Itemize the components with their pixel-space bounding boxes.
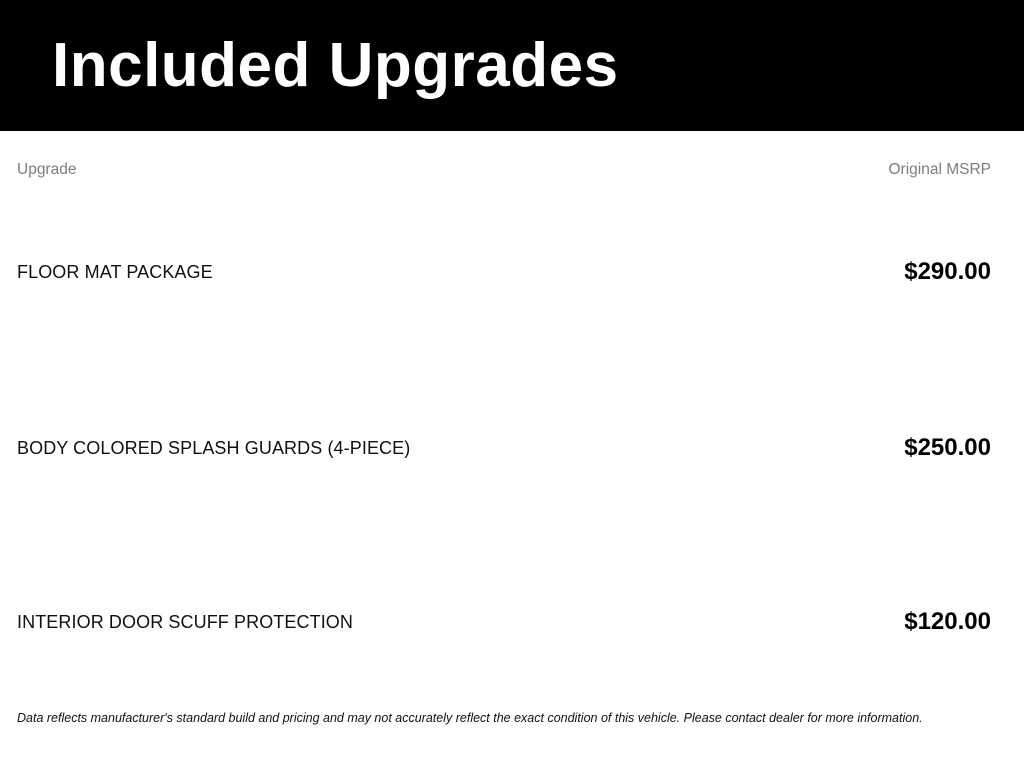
upgrade-price: $290.00 bbox=[904, 258, 991, 285]
upgrade-price: $120.00 bbox=[904, 608, 991, 635]
header-bar: Included Upgrades bbox=[0, 0, 1024, 131]
table-row: FLOOR MAT PACKAGE $290.00 bbox=[17, 258, 991, 286]
column-header-original-msrp: Original MSRP bbox=[888, 161, 992, 178]
upgrade-name: FLOOR MAT PACKAGE bbox=[17, 261, 213, 282]
page-title: Included Upgrades bbox=[52, 30, 619, 100]
table-row: BODY COLORED SPLASH GUARDS (4-PIECE) $25… bbox=[17, 434, 991, 462]
upgrade-name: BODY COLORED SPLASH GUARDS (4-PIECE) bbox=[17, 437, 411, 458]
disclaimer-text: Data reflects manufacturer's standard bu… bbox=[17, 711, 923, 725]
upgrade-name: INTERIOR DOOR SCUFF PROTECTION bbox=[17, 611, 353, 632]
table-column-headers: Upgrade Original MSRP bbox=[17, 161, 991, 179]
column-header-upgrade: Upgrade bbox=[17, 161, 77, 178]
upgrade-price: $250.00 bbox=[904, 434, 991, 461]
table-row: INTERIOR DOOR SCUFF PROTECTION $120.00 bbox=[17, 608, 991, 636]
